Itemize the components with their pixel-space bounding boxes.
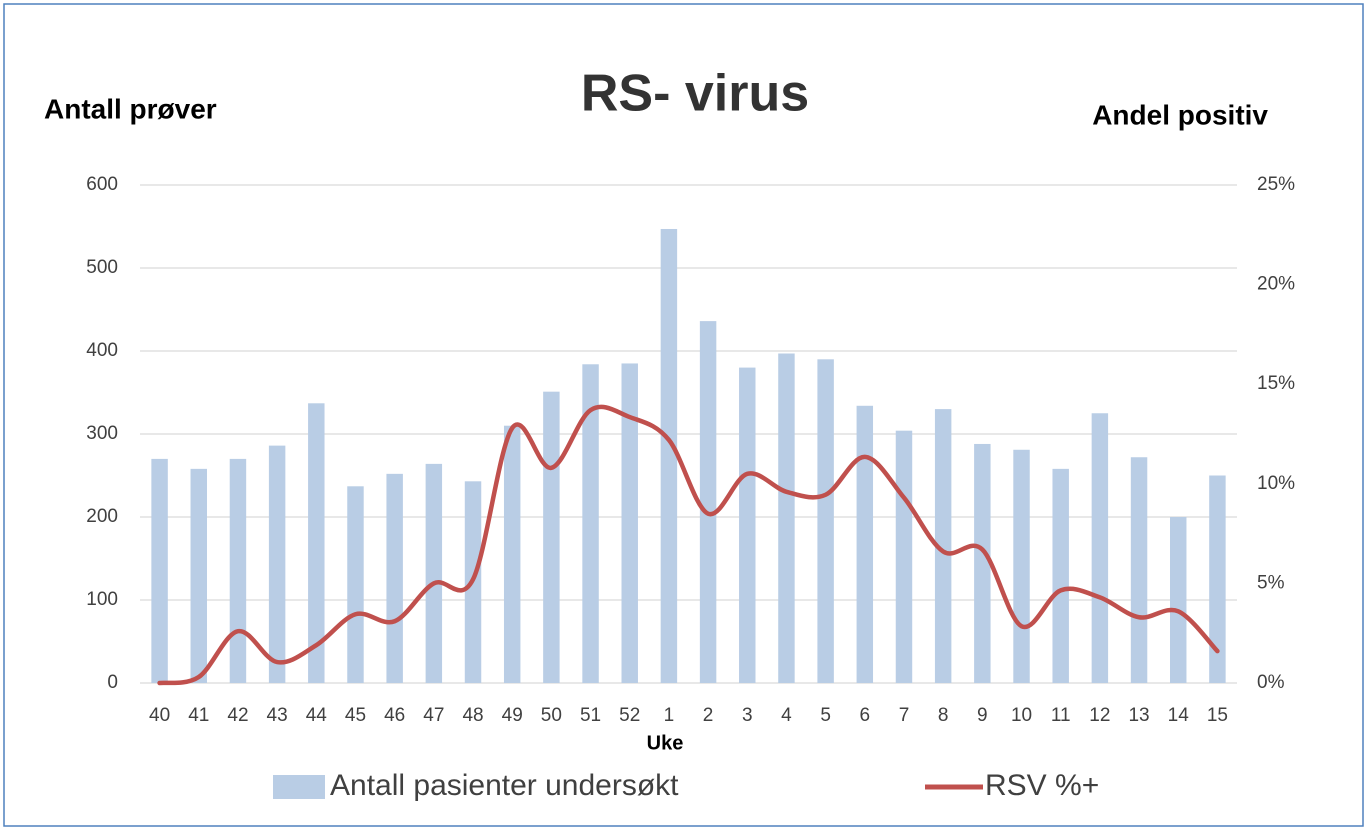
x-tick-label: 49	[502, 705, 523, 726]
bar	[739, 367, 756, 683]
y-tick-label: 600	[86, 174, 118, 195]
x-tick-label: 46	[384, 705, 405, 726]
bar	[582, 364, 599, 683]
bar	[699, 321, 717, 683]
bar	[1170, 517, 1187, 683]
bar	[347, 486, 364, 683]
x-tick-label: 7	[899, 705, 910, 726]
x-tick-label: 43	[267, 705, 288, 726]
bar	[1013, 449, 1030, 683]
legend-swatch	[273, 775, 325, 799]
x-tick-label: 6	[860, 705, 871, 726]
x-tick-label: 50	[541, 705, 562, 726]
y-tick-label: 500	[86, 257, 118, 278]
x-tick-label: 11	[1051, 705, 1071, 726]
bar	[1130, 457, 1148, 683]
bar	[660, 228, 678, 684]
bar	[895, 430, 913, 683]
legend-label: RSV %+	[985, 769, 1099, 802]
legend-label: Antall pasienter undersøkt	[330, 769, 679, 802]
bar	[856, 405, 874, 683]
x-tick-label: 45	[345, 705, 366, 726]
y-tick-label: 0	[107, 672, 118, 693]
y2-axis-label: Andel positiv	[1092, 99, 1268, 130]
bar	[778, 353, 795, 683]
x-tick-label: 10	[1011, 705, 1032, 726]
bar	[268, 445, 286, 683]
x-tick-label: 48	[462, 705, 483, 726]
y2-tick-label: 15%	[1257, 373, 1295, 394]
y2-tick-label: 5%	[1257, 572, 1285, 593]
x-tick-label: 52	[619, 705, 640, 726]
bar	[229, 458, 247, 683]
x-tick-label: 5	[820, 705, 831, 726]
bar	[190, 468, 207, 683]
chart-title: RS- virus	[581, 65, 809, 123]
y2-tick-label: 10%	[1257, 473, 1295, 494]
x-tick-label: 40	[149, 705, 170, 726]
x-tick-label: 12	[1089, 705, 1110, 726]
bar	[503, 425, 521, 683]
y-axis-label: Antall prøver	[44, 93, 217, 124]
bar	[425, 463, 443, 683]
x-tick-label: 15	[1207, 705, 1228, 726]
bar	[151, 458, 168, 683]
x-tick-label: 8	[938, 705, 949, 726]
bar	[543, 391, 560, 683]
bar	[308, 403, 325, 683]
x-tick-label: 4	[781, 705, 792, 726]
x-tick-label: 1	[664, 705, 675, 726]
x-tick-label: 41	[188, 705, 209, 726]
x-tick-label: 13	[1128, 705, 1149, 726]
x-tick-label: 44	[306, 705, 328, 726]
bar	[934, 409, 952, 683]
bar	[817, 359, 834, 683]
x-tick-label: 47	[423, 705, 444, 726]
x-tick-label: 14	[1168, 705, 1190, 726]
bar	[621, 363, 638, 683]
line	[157, 404, 1220, 686]
y2-tick-label: 0%	[1257, 672, 1285, 693]
bar	[1052, 468, 1069, 683]
x-tick-label: 42	[227, 705, 248, 726]
bar	[1091, 413, 1109, 683]
x-tick-label: 2	[703, 705, 714, 726]
bar	[1209, 475, 1226, 683]
y-tick-label: 200	[86, 506, 118, 527]
y-tick-label: 400	[86, 340, 118, 361]
bar	[386, 473, 403, 683]
y2-tick-label: 25%	[1257, 174, 1295, 195]
y-tick-label: 100	[86, 589, 118, 610]
bar	[974, 443, 991, 683]
y2-tick-label: 20%	[1257, 274, 1295, 295]
x-tick-label: 9	[977, 705, 988, 726]
frame	[3, 3, 1364, 827]
y-tick-label: 300	[86, 423, 118, 444]
x-tick-label: 51	[580, 705, 601, 726]
x-tick-label: 3	[742, 705, 753, 726]
x-axis-label: Uke	[647, 732, 684, 754]
